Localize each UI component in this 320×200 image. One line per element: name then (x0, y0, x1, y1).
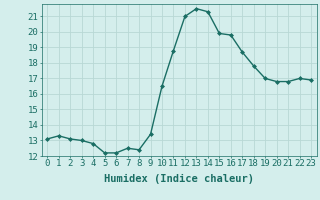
X-axis label: Humidex (Indice chaleur): Humidex (Indice chaleur) (104, 174, 254, 184)
